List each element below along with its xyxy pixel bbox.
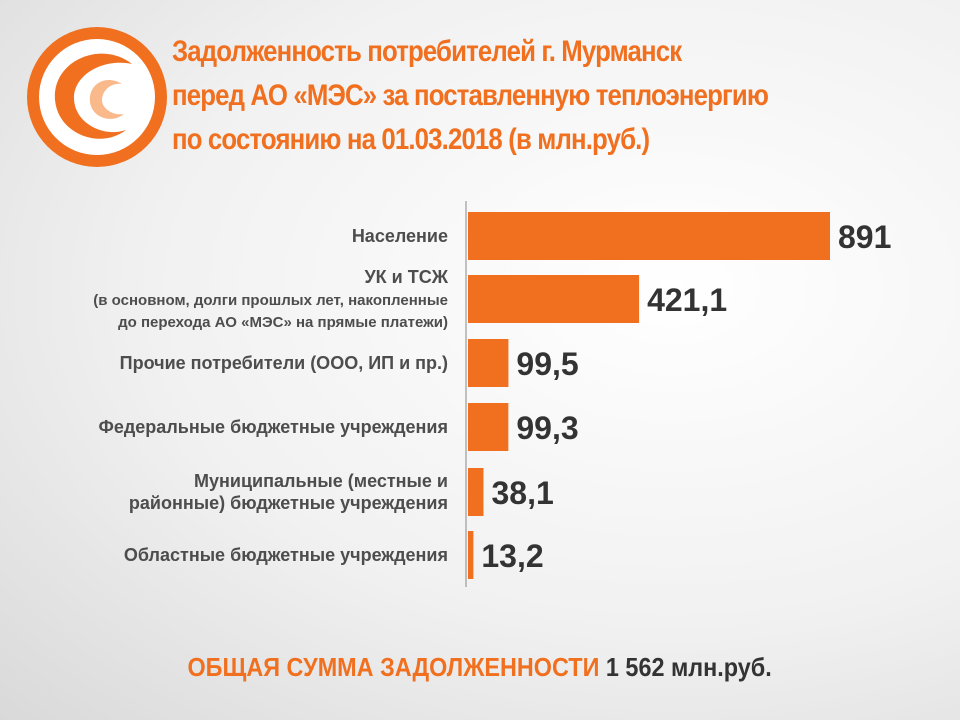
bar-3 [468,339,509,387]
title-line-2: перед АО «МЭС» за поставленную теплоэнер… [172,79,769,112]
bar-2 [468,275,640,323]
bar-1 [468,212,830,260]
total-debt: ОБЩАЯ СУММА ЗАДОЛЖЕННОСТИ 1 562 млн.руб. [0,652,960,683]
category-label-5-line-2: районные) бюджетные учреждения [129,493,448,513]
category-label-2-line-1: УК и ТСЖ [364,267,448,287]
title-line-3: по состоянию на 01.03.2018 (в млн.руб.) [172,123,650,156]
page-title: Задолженность потребителей г. Мурманск п… [172,30,834,162]
total-label: ОБЩАЯ СУММА ЗАДОЛЖЕННОСТИ [187,652,600,682]
total-value: 1 562 млн.руб. [606,652,773,682]
bar-value-label-2: 421,1 [647,282,727,318]
company-logo-icon [27,27,167,167]
category-label-1-line-1: Население [352,226,448,246]
bar-value-label-5: 38,1 [491,475,553,511]
title-line-1: Задолженность потребителей г. Мурманск [172,35,682,68]
bar-value-label-4: 99,3 [516,410,578,446]
bar-6 [468,531,474,579]
bar-value-label-1: 891 [838,219,891,255]
category-label-6-line-1: Областные бюджетные учреждения [124,545,448,565]
category-label-3-line-1: Прочие потребители (ООО, ИП и пр.) [120,353,448,373]
debt-bar-chart: 891 Население 421,1 УК и ТСЖ (в основном, до… [93,201,891,587]
category-label-2-line-3: до перехода АО «МЭС» на прямые платежи) [118,314,448,331]
category-label-4-line-1: Федеральные бюджетные учреждения [99,417,449,437]
bar-5 [468,468,484,516]
bar-value-label-6: 13,2 [481,538,543,574]
bar-value-label-3: 99,5 [516,346,578,382]
bar-4 [468,403,509,451]
category-label-5-line-1: Муниципальные (местные и [194,471,448,491]
category-label-2-line-2: (в основном, долги прошлых лет, накоплен… [93,292,448,309]
